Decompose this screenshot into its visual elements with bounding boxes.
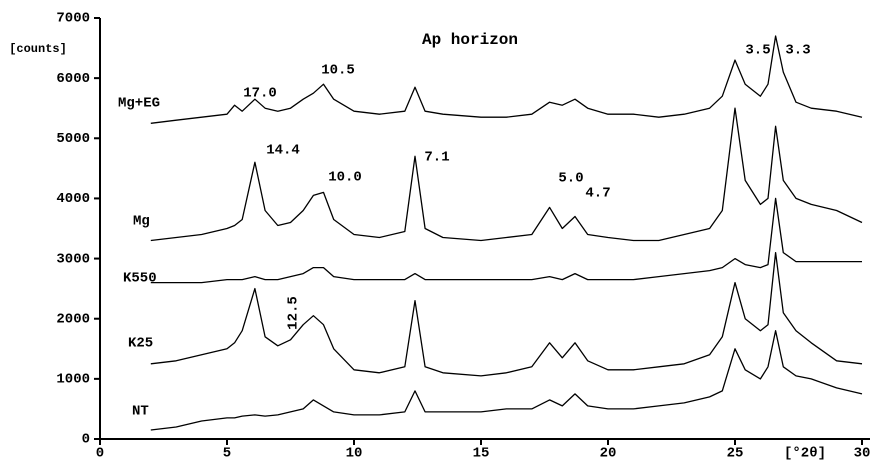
x-tick-label: 0 [96, 446, 104, 461]
peak-annotation: 3.5 [745, 43, 770, 59]
xrd-trace [150, 107, 863, 242]
x-tick-label: 5 [223, 446, 231, 461]
y-tick-label: 2000 [56, 311, 90, 327]
y-tick-label: 7000 [56, 11, 90, 27]
y-axis-label: [counts] [9, 42, 67, 56]
xrd-trace [150, 197, 862, 284]
peak-annotation: 3.3 [785, 43, 810, 59]
series-label: K25 [128, 336, 153, 352]
x-tick-label: 25 [727, 446, 744, 461]
peak-annotation: 10.5 [321, 63, 355, 79]
y-tick-label: 4000 [56, 191, 90, 207]
x-tick-label: 30 [854, 446, 870, 461]
peak-annotation: 5.0 [558, 171, 583, 187]
series-label: NT [132, 404, 149, 420]
x-axis-label: [°2θ] [784, 446, 826, 461]
series-label: K550 [123, 271, 157, 287]
peak-annotation: 12.5 [286, 296, 302, 330]
x-tick-label: 15 [473, 446, 490, 461]
peak-annotation: 4.7 [585, 186, 610, 202]
peak-annotation: 14.4 [266, 143, 300, 159]
peak-annotation: 10.0 [328, 170, 362, 186]
y-tick-label: 5000 [56, 131, 90, 147]
peak-annotation: 7.1 [424, 150, 449, 166]
y-tick-label: 6000 [56, 71, 90, 87]
y-tick-label: 0 [82, 432, 90, 448]
chart-title: Ap horizon [422, 31, 518, 49]
x-tick-label: 10 [346, 446, 363, 461]
peak-annotation: 17.0 [243, 86, 277, 102]
x-tick-label: 20 [600, 446, 617, 461]
xrd-trace [150, 330, 863, 431]
series-label: Mg+EG [118, 96, 160, 112]
series-label: Mg [133, 214, 150, 230]
xrd-trace [150, 251, 863, 377]
y-tick-label: 1000 [56, 372, 90, 388]
y-tick-label: 3000 [56, 251, 90, 267]
xrd-trace [150, 35, 863, 124]
